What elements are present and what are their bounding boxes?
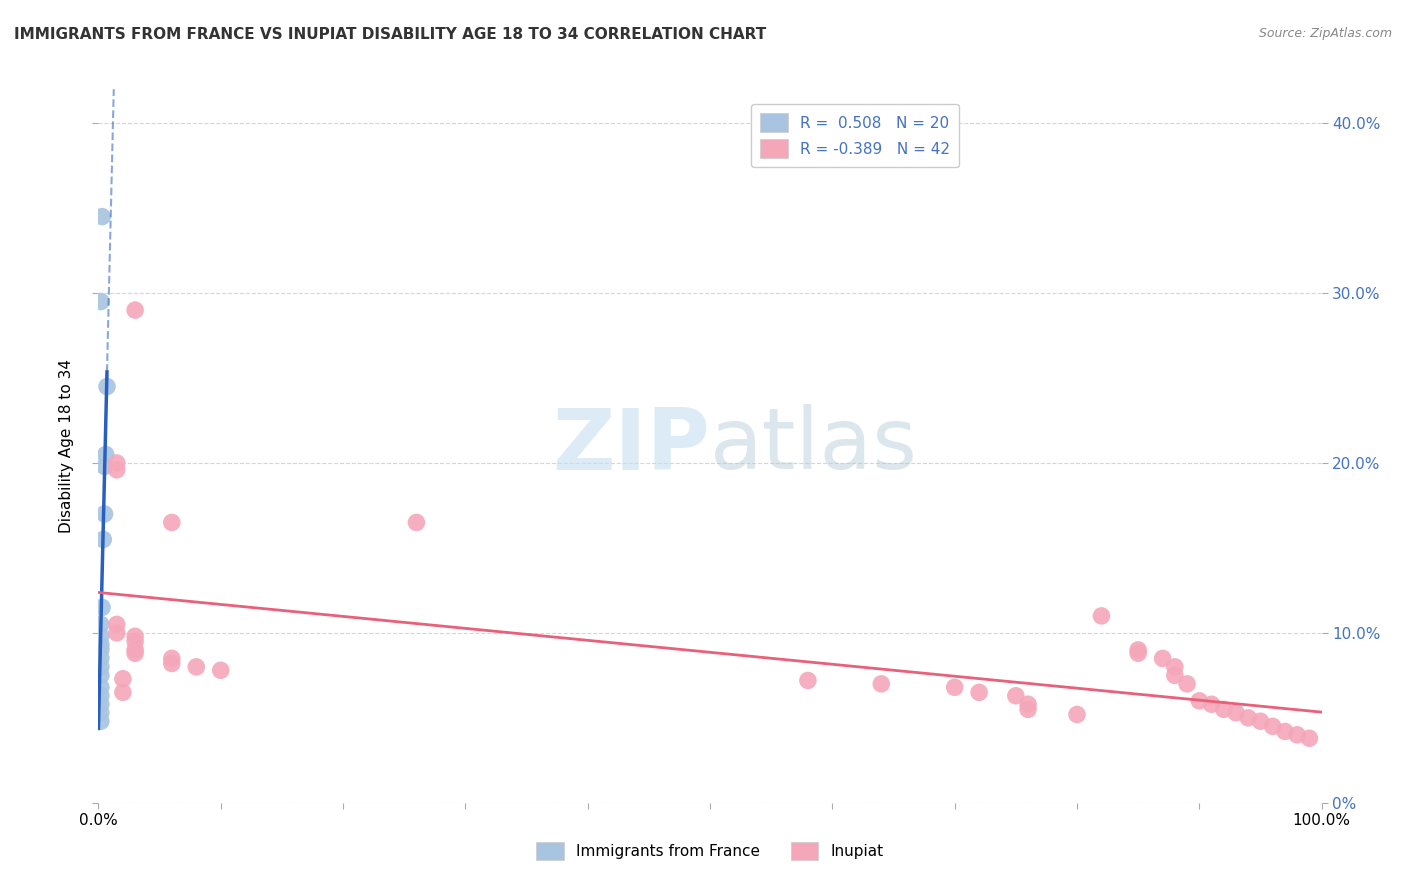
Point: [105, 456, 128, 470]
Text: Source: ZipAtlas.com: Source: ZipAtlas.com: [1258, 27, 1392, 40]
Point: [1201, 698, 1223, 712]
Point: [124, 646, 146, 660]
Point: [1017, 698, 1039, 712]
Point: [124, 643, 146, 657]
Point: [797, 673, 820, 688]
Point: [1225, 706, 1247, 720]
Point: [105, 463, 128, 477]
Point: [186, 660, 208, 674]
Point: [124, 634, 146, 648]
Point: [1164, 668, 1187, 682]
Point: [1004, 689, 1026, 703]
Point: [90, 706, 112, 720]
Point: [1249, 714, 1271, 729]
Point: [90, 617, 112, 632]
Point: [1066, 707, 1088, 722]
Point: [93, 459, 115, 474]
Point: [90, 689, 112, 703]
Point: [1298, 731, 1320, 746]
Legend: Immigrants from France, Inupiat: Immigrants from France, Inupiat: [530, 836, 890, 866]
Point: [1090, 608, 1112, 623]
Point: [111, 685, 134, 699]
Point: [91, 210, 114, 224]
Point: [1188, 694, 1211, 708]
Point: [124, 629, 146, 643]
Point: [105, 617, 128, 632]
Point: [90, 629, 112, 643]
Point: [160, 657, 183, 671]
Point: [943, 680, 966, 694]
Point: [90, 638, 112, 652]
Point: [90, 660, 112, 674]
Text: IMMIGRANTS FROM FRANCE VS INUPIAT DISABILITY AGE 18 TO 34 CORRELATION CHART: IMMIGRANTS FROM FRANCE VS INUPIAT DISABI…: [14, 27, 766, 42]
Point: [1175, 677, 1198, 691]
Y-axis label: Disability Age 18 to 34: Disability Age 18 to 34: [59, 359, 75, 533]
Point: [405, 516, 427, 530]
Point: [1152, 651, 1174, 665]
Point: [93, 507, 115, 521]
Point: [160, 516, 183, 530]
Point: [94, 448, 117, 462]
Point: [90, 294, 112, 309]
Point: [90, 714, 112, 729]
Point: [870, 677, 893, 691]
Point: [160, 651, 183, 665]
Point: [90, 651, 112, 665]
Point: [1261, 719, 1284, 733]
Point: [967, 685, 990, 699]
Point: [1128, 643, 1150, 657]
Point: [1286, 728, 1309, 742]
Point: [1274, 724, 1296, 739]
Point: [96, 379, 118, 393]
Point: [1017, 702, 1039, 716]
Text: atlas: atlas: [710, 404, 918, 488]
Point: [90, 668, 112, 682]
Point: [209, 663, 232, 677]
Point: [90, 643, 112, 657]
Point: [111, 672, 134, 686]
Point: [1128, 646, 1150, 660]
Point: [91, 600, 114, 615]
Point: [1164, 660, 1187, 674]
Point: [90, 698, 112, 712]
Point: [1237, 711, 1260, 725]
Point: [91, 533, 114, 547]
Text: ZIP: ZIP: [553, 404, 710, 488]
Point: [105, 626, 128, 640]
Point: [1212, 702, 1234, 716]
Point: [90, 680, 112, 694]
Point: [124, 303, 146, 318]
